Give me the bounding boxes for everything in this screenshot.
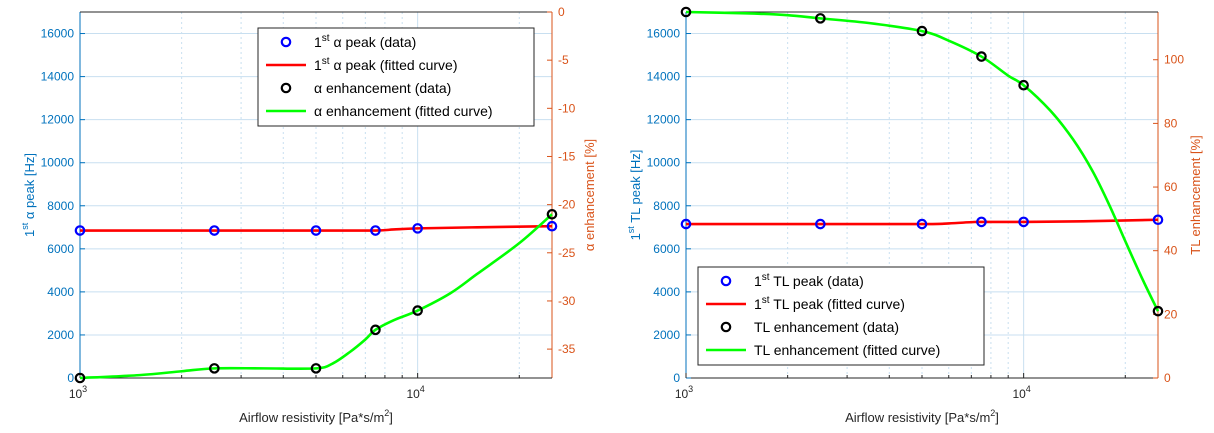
tick-label-right: 40: [1164, 244, 1178, 258]
series-group: [74, 208, 558, 384]
y-axis-label-right: α enhancement [%]: [582, 139, 597, 251]
tick-label-right: -25: [558, 246, 576, 260]
data-point-enhancement: [310, 363, 322, 374]
data-point-enhancement: [546, 208, 558, 220]
tick-label-left: 2000: [47, 328, 74, 342]
data-point-peak: [209, 225, 220, 236]
chart-tl-enhancement: 0 2000 4000 6000 8000 10000 12000 14000 16000 0 20…: [626, 6, 1203, 425]
legend-label: 1st α peak (fitted curve): [314, 56, 458, 73]
data-point-peak: [370, 225, 381, 236]
data-point-enhancement: [1018, 79, 1029, 91]
legend: 1st α peak (data) 1st α peak (fitted curv…: [257, 27, 535, 127]
y-axis-label-left: 1st α peak [Hz]: [20, 153, 37, 237]
tick-label-x: 103: [675, 384, 693, 401]
tick-label-right: -15: [558, 149, 576, 163]
tick-label-left: 10000: [647, 156, 681, 170]
legend-marker: [720, 275, 732, 287]
tick-label-left: 12000: [41, 113, 75, 127]
tick-label-left: 0: [67, 371, 74, 385]
tick-label-x: 103: [69, 384, 87, 401]
tick-label-right: 60: [1164, 180, 1178, 194]
tick-label-left: 6000: [47, 242, 74, 256]
legend-marker: [720, 321, 732, 333]
legend-marker: [280, 36, 292, 48]
legend-label: α enhancement (data): [314, 80, 451, 96]
legend-marker: [280, 82, 292, 94]
legend-box: [257, 27, 535, 127]
tick-label-right: -5: [558, 53, 569, 67]
tick-label-right: 20: [1164, 307, 1178, 321]
legend-box: [697, 266, 985, 366]
legend-label: TL enhancement (fitted curve): [754, 342, 940, 358]
tick-label-left: 8000: [47, 199, 74, 213]
data-point-peak: [976, 216, 987, 228]
tick-label-x: 104: [1012, 384, 1030, 401]
data-point-enhancement: [74, 372, 86, 384]
tick-label-left: 16000: [41, 27, 75, 41]
data-point-peak: [1152, 214, 1164, 226]
tick-label-right: -10: [558, 101, 576, 115]
data-point-peak: [74, 225, 86, 236]
y-axis-label-left: 1st TL peak [Hz]: [626, 150, 643, 241]
series-line-enhancement: [79, 213, 553, 380]
tick-label-left: 2000: [653, 328, 680, 342]
chart-alpha-enhancement: 0 2000 4000 6000 8000 10000 12000 14000 16000 -35…: [20, 5, 597, 425]
tick-label-right: 0: [1164, 371, 1171, 385]
tick-label-left: 10000: [41, 156, 75, 170]
data-point-peak: [815, 218, 826, 230]
data-point-peak: [310, 225, 322, 236]
legend-label: α enhancement (fitted curve): [314, 103, 493, 119]
tick-label-right: -20: [558, 198, 576, 212]
data-point-peak: [412, 223, 423, 234]
tick-label-left: 12000: [647, 113, 681, 127]
data-point-enhancement: [412, 305, 423, 316]
data-point-peak: [680, 218, 692, 230]
data-point-enhancement: [370, 324, 381, 336]
tick-label-right: -30: [558, 294, 576, 308]
tick-label-left: 14000: [647, 70, 681, 84]
tick-label-left: 8000: [653, 199, 680, 213]
tick-label-left: 4000: [47, 285, 74, 299]
series-line-peak: [685, 218, 1159, 226]
data-point-enhancement: [209, 363, 220, 374]
legend-label: 1st TL peak (fitted curve): [754, 295, 905, 312]
tick-label-left: 14000: [41, 70, 75, 84]
tick-label-right: 0: [558, 5, 565, 19]
legend: 1st TL peak (data) 1st TL peak (fitted cu…: [697, 266, 985, 366]
series-line-enhancement: [685, 10, 1160, 312]
legend-label: TL enhancement (data): [754, 319, 899, 335]
data-point-enhancement: [815, 13, 826, 24]
data-point-enhancement: [976, 51, 987, 62]
tick-label-right: -35: [558, 342, 576, 356]
tick-label-left: 0: [673, 371, 680, 385]
data-point-enhancement: [680, 6, 692, 18]
tick-label-right: 100: [1164, 53, 1184, 67]
series-group: [680, 6, 1164, 317]
tick-label-left: 4000: [653, 285, 680, 299]
tick-label-right: 80: [1164, 116, 1178, 130]
x-axis-label: Airflow resistivity [Pa*s/m2]: [239, 408, 393, 425]
data-point-enhancement: [916, 25, 928, 37]
data-point-peak: [916, 218, 928, 230]
legend-label: 1st TL peak (data): [754, 272, 864, 289]
legend-label: 1st α peak (data): [314, 33, 416, 50]
data-point-peak: [546, 220, 558, 232]
grid: [685, 12, 1158, 379]
tick-label-x: 104: [406, 384, 424, 401]
tick-label-left: 6000: [653, 242, 680, 256]
tick-label-left: 16000: [647, 27, 681, 41]
data-point-peak: [1018, 216, 1029, 228]
data-point-enhancement: [1152, 305, 1164, 317]
y-axis-label-right: TL enhancement [%]: [1188, 135, 1203, 254]
x-axis-label: Airflow resistivity [Pa*s/m2]: [845, 408, 999, 425]
